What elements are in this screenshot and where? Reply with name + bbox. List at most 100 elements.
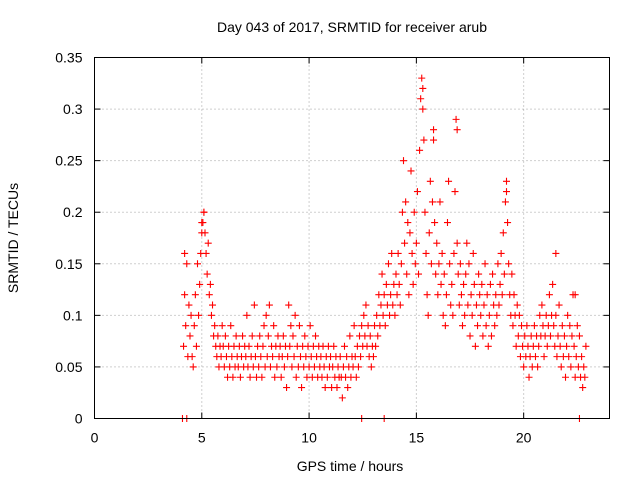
x-tick-label: 20 bbox=[516, 430, 532, 446]
data-point bbox=[259, 342, 267, 350]
data-point bbox=[454, 270, 462, 278]
y-tick-label: 0.15 bbox=[55, 256, 82, 272]
data-point bbox=[523, 322, 531, 330]
x-tick-label: 15 bbox=[409, 430, 425, 446]
data-point bbox=[446, 260, 454, 268]
data-point bbox=[504, 219, 512, 227]
axis-ticks bbox=[94, 57, 610, 419]
data-point bbox=[493, 311, 501, 319]
data-point bbox=[406, 229, 414, 237]
data-point bbox=[550, 322, 558, 330]
data-point bbox=[366, 332, 374, 340]
data-point bbox=[298, 384, 306, 392]
data-point bbox=[494, 260, 502, 268]
data-point bbox=[486, 280, 494, 288]
y-tick-label: 0.05 bbox=[55, 359, 82, 375]
data-point bbox=[279, 332, 287, 340]
data-point bbox=[538, 301, 546, 309]
data-point bbox=[553, 353, 561, 361]
data-point bbox=[499, 229, 507, 237]
data-point bbox=[451, 188, 459, 196]
data-point bbox=[408, 249, 416, 257]
data-point bbox=[398, 208, 406, 216]
data-point bbox=[321, 384, 329, 392]
data-point bbox=[182, 322, 190, 330]
data-point bbox=[563, 342, 571, 350]
data-point bbox=[395, 280, 403, 288]
data-point bbox=[367, 363, 375, 371]
data-point bbox=[391, 311, 399, 319]
data-point bbox=[578, 353, 586, 361]
x-tick-label: 0 bbox=[91, 430, 99, 446]
data-point bbox=[554, 332, 562, 340]
data-point bbox=[232, 332, 240, 340]
data-point bbox=[372, 342, 380, 350]
data-point bbox=[262, 311, 270, 319]
data-point bbox=[515, 311, 523, 319]
data-point bbox=[340, 342, 348, 350]
data-point bbox=[433, 239, 441, 247]
data-point bbox=[503, 177, 510, 185]
data-point bbox=[411, 260, 419, 268]
data-point bbox=[434, 291, 442, 299]
chart-title: Day 043 of 2017, SRMTID for receiver aru… bbox=[217, 19, 487, 35]
data-point bbox=[181, 291, 189, 299]
data-point bbox=[470, 280, 478, 288]
y-tick-label: 0.2 bbox=[63, 204, 83, 220]
data-point bbox=[195, 311, 203, 319]
data-point bbox=[534, 363, 542, 371]
data-point bbox=[468, 311, 476, 319]
data-point bbox=[556, 342, 564, 350]
data-point bbox=[202, 249, 210, 257]
data-point bbox=[290, 353, 298, 361]
data-point bbox=[389, 301, 397, 309]
data-point bbox=[564, 311, 572, 319]
data-point bbox=[409, 280, 417, 288]
data-point bbox=[481, 260, 489, 268]
data-point bbox=[344, 384, 352, 392]
data-point bbox=[284, 353, 292, 361]
data-point bbox=[192, 342, 200, 350]
data-point bbox=[445, 177, 453, 185]
data-point bbox=[188, 353, 196, 361]
data-point bbox=[487, 332, 495, 340]
data-point bbox=[437, 280, 445, 288]
data-point bbox=[209, 301, 217, 309]
data-point bbox=[421, 208, 429, 216]
data-point bbox=[338, 394, 346, 402]
data-point bbox=[552, 249, 560, 257]
data-point bbox=[439, 311, 447, 319]
data-point bbox=[211, 322, 219, 330]
data-point bbox=[286, 342, 294, 350]
data-point bbox=[412, 239, 420, 247]
data-point bbox=[264, 332, 272, 340]
data-point bbox=[514, 332, 522, 340]
y-tick-labels: 0 0.05 0.1 0.15 0.2 0.25 0.3 0.35 bbox=[55, 50, 82, 427]
data-point bbox=[495, 301, 503, 309]
data-point bbox=[489, 270, 497, 278]
data-point bbox=[503, 188, 510, 196]
data-point bbox=[417, 95, 425, 103]
data-point bbox=[360, 311, 368, 319]
data-point bbox=[189, 363, 197, 371]
data-point bbox=[582, 342, 590, 350]
data-point bbox=[562, 373, 570, 381]
data-point bbox=[509, 322, 517, 330]
data-point bbox=[546, 332, 554, 340]
data-point bbox=[476, 291, 484, 299]
data-point bbox=[465, 260, 473, 268]
data-point bbox=[270, 322, 278, 330]
data-point bbox=[422, 249, 430, 257]
data-point bbox=[260, 322, 268, 330]
data-point bbox=[187, 311, 195, 319]
data-point bbox=[248, 332, 256, 340]
data-point bbox=[405, 291, 413, 299]
data-point bbox=[496, 280, 504, 288]
data-point bbox=[186, 332, 194, 340]
data-point bbox=[203, 270, 211, 278]
y-tick-label: 0.3 bbox=[63, 101, 83, 117]
data-point bbox=[295, 322, 303, 330]
data-point bbox=[420, 136, 428, 144]
data-point bbox=[543, 342, 551, 350]
data-point bbox=[198, 219, 206, 227]
